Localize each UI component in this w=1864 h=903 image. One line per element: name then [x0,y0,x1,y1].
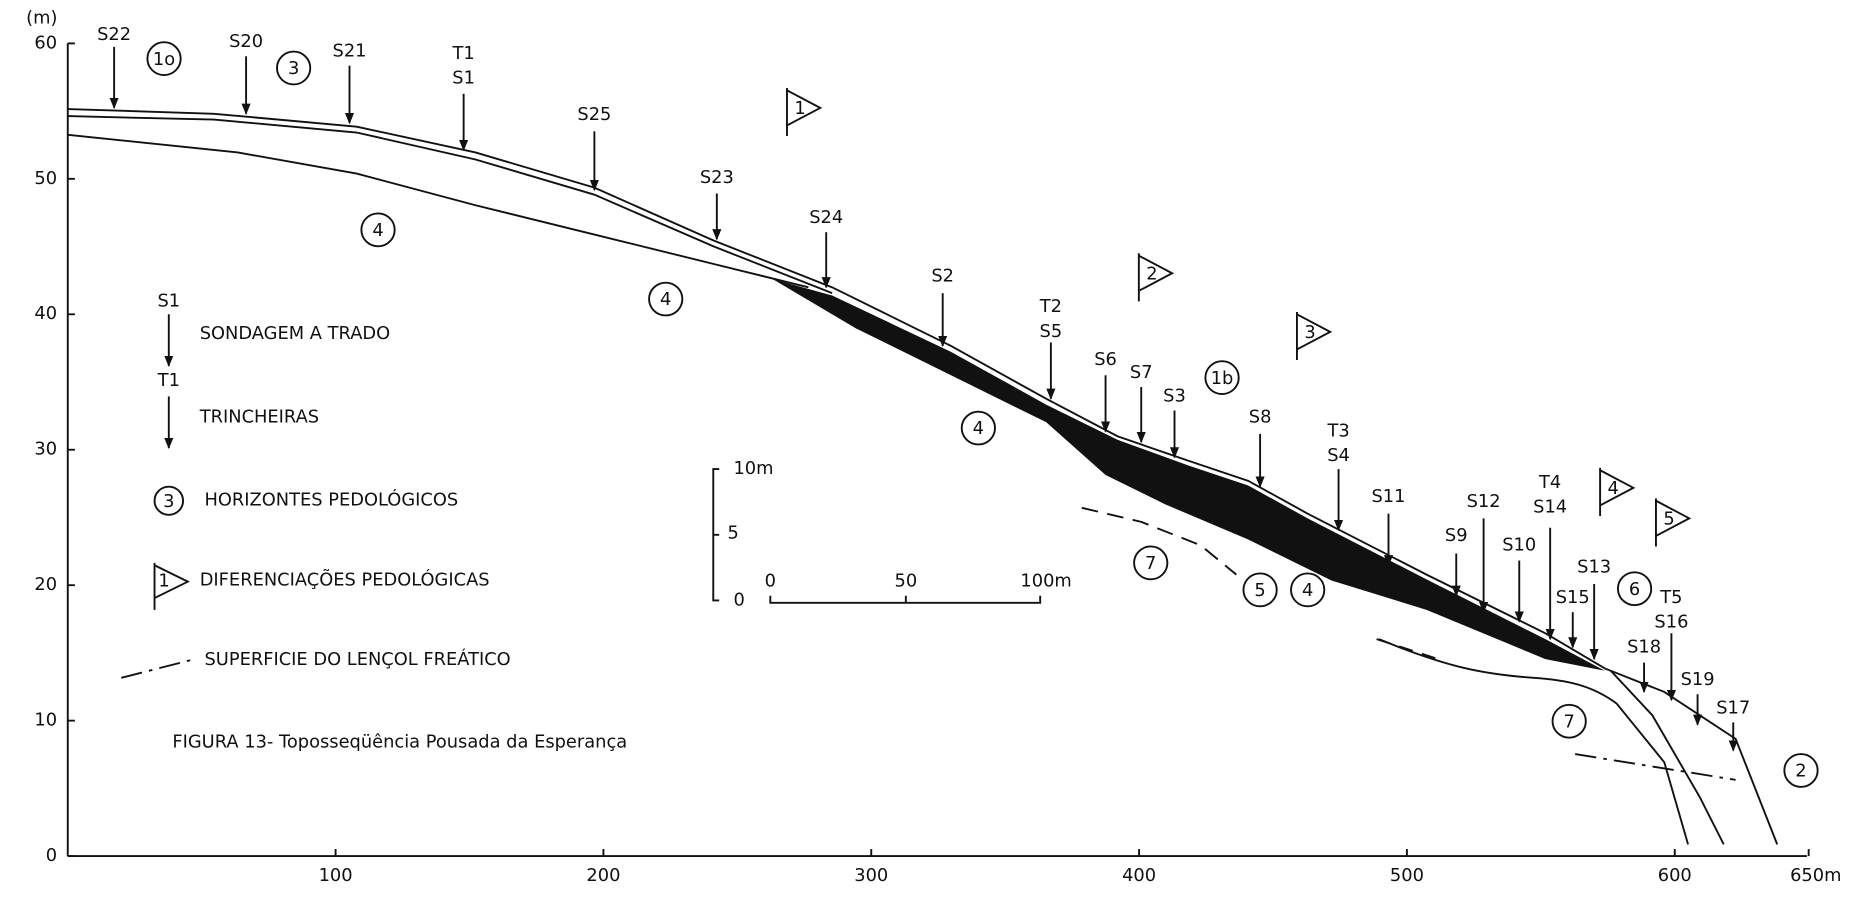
legend-text: T1 [157,371,180,391]
legend-text: DIFERENCIAÇÕES PEDOLÓGICAS [200,569,490,591]
scale-label: 100m [1020,572,1071,592]
horizon-label: 3 [288,59,299,79]
probe-label: S10 [1502,535,1536,555]
toposequence-figure: (m) 0102030405060100200300400500600650mS… [0,0,1864,903]
scale-label: 5 [728,524,739,544]
legend-text: TRINCHEIRAS [199,408,319,428]
scale-label: 50 [895,572,918,592]
horizon-label: 5 [1254,581,1265,601]
y-tick-label: 60 [34,33,57,53]
probe-label: S24 [809,208,843,228]
y-tick-label: 40 [34,304,57,324]
horizon-label: 2 [1795,762,1806,782]
horizon-label: 4 [660,290,671,310]
probe-label: S3 [1163,386,1186,406]
caption: FIGURA 13- Topossеqüência Pousada da Esp… [172,732,627,752]
horizon-label: 6 [1629,580,1640,600]
probe-label: S15 [1556,588,1590,608]
probe-label: S13 [1577,558,1611,578]
probe-label: T2 [1039,297,1062,317]
y-tick-label: 50 [34,169,57,189]
legend-marks [121,314,190,678]
scale-label: 0 [765,572,776,592]
probe-label: S22 [97,25,131,45]
probe-label: S11 [1371,487,1405,507]
horizon-label: 4 [973,419,984,439]
y-tick-label: 30 [34,440,57,460]
probe-label: S4 [1327,446,1350,466]
differentiation-label: 2 [1146,264,1157,284]
probe-label: S2 [931,267,954,287]
legend-text: SONDAGEM A TRADO [200,324,390,344]
differentiation-label: 5 [1663,510,1674,530]
horizon-label: 1o [153,50,175,70]
probe-label: S7 [1130,363,1153,383]
probe-label: T5 [1659,588,1682,608]
probe-label: S21 [333,42,367,62]
probe-label: S5 [1040,322,1063,342]
axes: (m) [26,9,1807,856]
differentiation-label: 4 [1607,479,1618,499]
probe-label: T1 [452,44,475,64]
x-tick-label: 650m [1790,866,1841,886]
horizon-label: 1b [1211,369,1234,389]
scale-bar [713,469,1040,603]
horizon-label: 7 [1145,554,1156,574]
probe-label: S6 [1094,350,1117,370]
probe-label: S19 [1681,670,1715,690]
probe-label: S23 [700,168,734,188]
legend-text: SUPERFICIE DO LENÇOL FREÁTICO [204,648,510,670]
y-unit: (m) [26,9,57,29]
x-tick-label: 100 [319,866,353,886]
y-tick-label: 10 [34,711,57,731]
x-tick-label: 400 [1122,866,1156,886]
x-tick-label: 600 [1658,866,1692,886]
scale-label: 0 [733,591,744,611]
legend-text: HORIZONTES PEDOLÓGICOS [204,489,458,511]
x-tick-label: 200 [586,866,620,886]
probe-label: S9 [1445,526,1468,546]
probe-label: T4 [1538,473,1561,493]
probe-label: S20 [229,32,263,52]
probe-label: S8 [1249,408,1272,428]
legend-text: 1 [158,572,169,592]
probe-label: S25 [577,105,611,125]
scale-label: 10m [733,459,773,479]
horizon-label: 7 [1564,712,1575,732]
x-tick-label: 500 [1390,866,1424,886]
legend-text: S1 [157,291,180,311]
x-tick-label: 300 [854,866,888,886]
horizon-label: 4 [372,221,383,241]
probe-label: S1 [452,69,475,89]
probe-label: S12 [1467,492,1501,512]
probe-label: S18 [1627,637,1661,657]
horizon-label: 4 [1302,581,1313,601]
differentiation-label: 3 [1304,323,1315,343]
legend-text: 3 [163,492,174,512]
probe-label: S14 [1533,498,1567,518]
y-tick-label: 20 [34,575,57,595]
probe-label: T3 [1326,422,1349,442]
probe-label: S17 [1716,698,1750,718]
differentiation-label: 1 [794,99,805,119]
probe-label: S16 [1654,613,1688,633]
y-tick-label: 0 [46,846,57,866]
